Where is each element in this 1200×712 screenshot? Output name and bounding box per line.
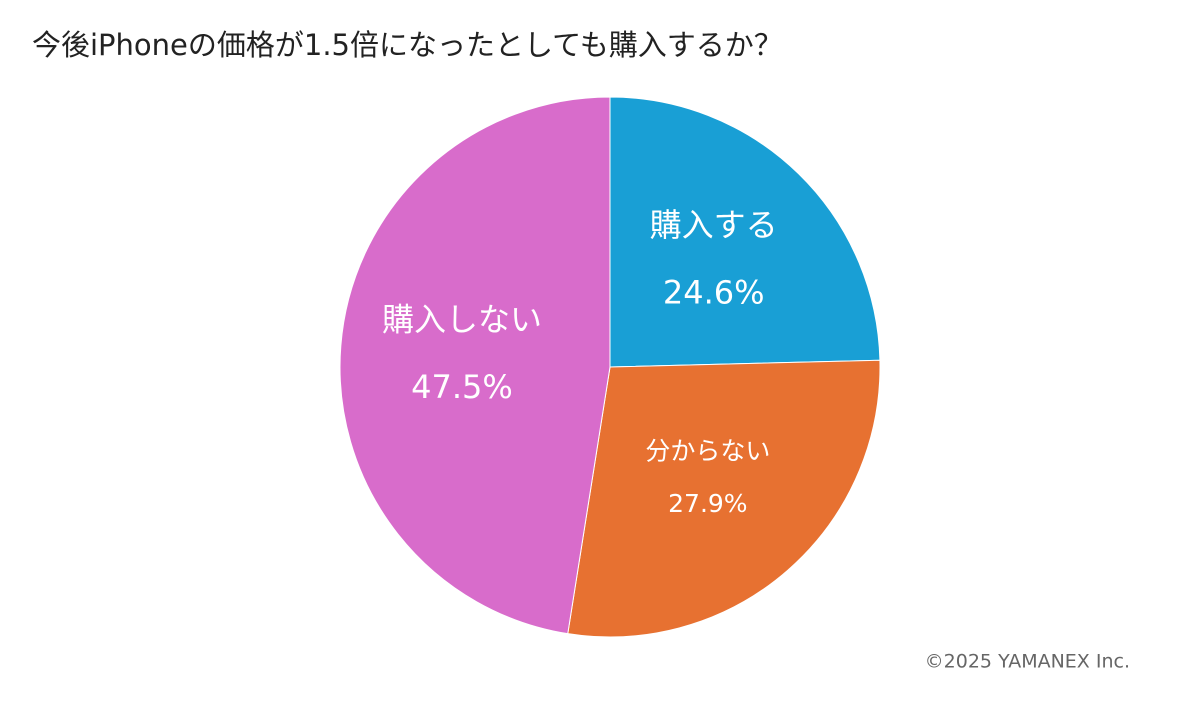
slice-label: 購入しない [382, 301, 542, 339]
pie-slice [567, 359, 881, 638]
pie-slice [339, 96, 611, 635]
source: ©2025 YAMANEX Inc. [925, 651, 1130, 673]
pie-slice [609, 96, 881, 368]
value-label: 27.9% [668, 489, 747, 518]
chart-title: 今後iPhoneの価格が1.5倍になったとしても購入するか？ [32, 28, 783, 62]
value-label: 24.6% [663, 273, 765, 311]
value-label: 47.5% [411, 368, 513, 406]
slice-label: 購入する [650, 206, 778, 244]
slice-label: 分からない [645, 436, 770, 465]
